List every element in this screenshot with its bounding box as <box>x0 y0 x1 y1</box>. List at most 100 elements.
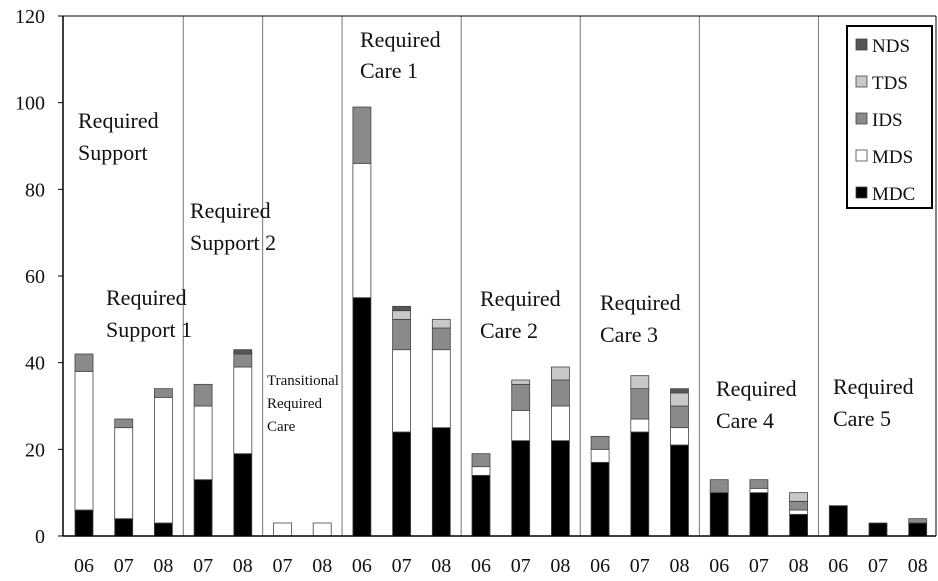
y-tick-label: 60 <box>25 266 45 288</box>
bar-segment <box>749 487 769 494</box>
annotation: Support 2 <box>190 230 276 255</box>
bar-segment <box>789 513 808 537</box>
annotation: Required <box>480 286 561 311</box>
bar-segment <box>114 518 134 537</box>
bar-segment <box>153 396 173 524</box>
bar-segment <box>670 444 689 537</box>
bar-segment <box>670 405 689 429</box>
annotation: Required <box>106 285 187 310</box>
bar-segment <box>551 440 570 537</box>
bar-segment <box>74 353 94 372</box>
bar-segment <box>74 370 94 511</box>
x-tick-label: 07 <box>114 555 134 577</box>
x-tick-label: 06 <box>74 555 94 577</box>
x-tick-label: 06 <box>828 555 848 577</box>
bar-segment <box>114 427 134 520</box>
legend-label: TDS <box>872 73 908 94</box>
annotation: Required <box>833 374 914 399</box>
bar-segment <box>74 509 94 537</box>
annotation: Required <box>716 376 797 401</box>
bar-segment <box>392 305 412 312</box>
bar-segment <box>630 375 650 390</box>
bar-segment <box>749 479 769 489</box>
x-tick-label: 06 <box>590 555 610 577</box>
bar-segment <box>431 318 451 329</box>
x-tick-label: 06 <box>709 555 729 577</box>
x-tick-label: 08 <box>789 555 809 577</box>
bar-segment <box>670 388 689 394</box>
legend-swatch <box>855 38 868 51</box>
bar-segment <box>352 297 372 537</box>
bar-segment <box>551 379 570 407</box>
bar-segment <box>471 466 491 476</box>
x-tick-label: 08 <box>550 555 570 577</box>
x-tick-label: 08 <box>431 555 451 577</box>
bar-segment <box>590 461 610 537</box>
legend-swatch <box>855 75 868 88</box>
bar-segment <box>233 366 253 455</box>
bar-segment <box>392 431 412 537</box>
annotation: Care 4 <box>716 408 774 433</box>
annotation: Required <box>360 27 441 52</box>
bar-segment <box>114 418 134 429</box>
bar-segment <box>471 453 491 468</box>
bar-segment <box>709 479 729 494</box>
bar-segment <box>153 388 173 398</box>
bar-segment <box>828 505 848 537</box>
annotation: Support 1 <box>106 317 192 342</box>
bar-segment <box>590 448 610 463</box>
x-tick-label: 07 <box>193 555 213 577</box>
bar-segment <box>312 522 332 537</box>
annotation: Required <box>600 290 681 315</box>
bar-segment <box>431 327 451 351</box>
bar-segment <box>273 522 292 537</box>
bar-segment <box>511 440 531 537</box>
annotation: Care 5 <box>833 406 891 431</box>
bar-segment <box>908 522 928 537</box>
annotation: Care 2 <box>480 318 538 343</box>
x-tick-label: 07 <box>392 555 412 577</box>
bar-segment <box>233 453 253 537</box>
bar-segment <box>392 318 412 351</box>
x-tick-label: 08 <box>908 555 928 577</box>
bar-segment <box>431 427 451 537</box>
bar-segment <box>749 492 769 537</box>
y-tick-label: 80 <box>25 179 45 201</box>
y-tick-label: 100 <box>15 93 45 115</box>
bar-segment <box>789 500 808 511</box>
annotation: Required <box>190 198 271 223</box>
bar-segment <box>193 479 213 537</box>
legend-label: MDC <box>872 184 915 205</box>
bar-segment <box>630 418 650 433</box>
bar-segment <box>392 310 412 320</box>
y-tick-label: 20 <box>25 439 45 461</box>
annotation: Required <box>78 108 159 133</box>
legend-swatch <box>855 186 868 199</box>
legend-box <box>846 25 933 209</box>
annotation: Care 3 <box>600 322 658 347</box>
y-tick-label: 120 <box>15 6 45 28</box>
bar-segment <box>789 509 808 515</box>
bar-segment <box>511 409 531 442</box>
bar-segment <box>431 349 451 429</box>
annotation: Transitional <box>267 373 339 389</box>
bar-segment <box>670 392 689 407</box>
legend-swatch <box>855 112 868 125</box>
bar-segment <box>551 366 570 381</box>
bar-segment <box>392 349 412 433</box>
annotation: Required <box>267 396 322 412</box>
bar-segment <box>670 427 689 446</box>
annotation: Care <box>267 419 296 435</box>
bar-segment <box>511 383 531 411</box>
bar-segment <box>352 162 372 299</box>
x-tick-label: 07 <box>868 555 888 577</box>
bar-segment <box>908 518 928 524</box>
x-tick-label: 07 <box>749 555 769 577</box>
bar-segment <box>352 106 372 164</box>
y-tick-label: 40 <box>25 353 45 375</box>
x-tick-label: 07 <box>273 555 293 577</box>
x-tick-label: 06 <box>352 555 372 577</box>
bar-segment <box>630 388 650 420</box>
x-tick-label: 07 <box>630 555 650 577</box>
